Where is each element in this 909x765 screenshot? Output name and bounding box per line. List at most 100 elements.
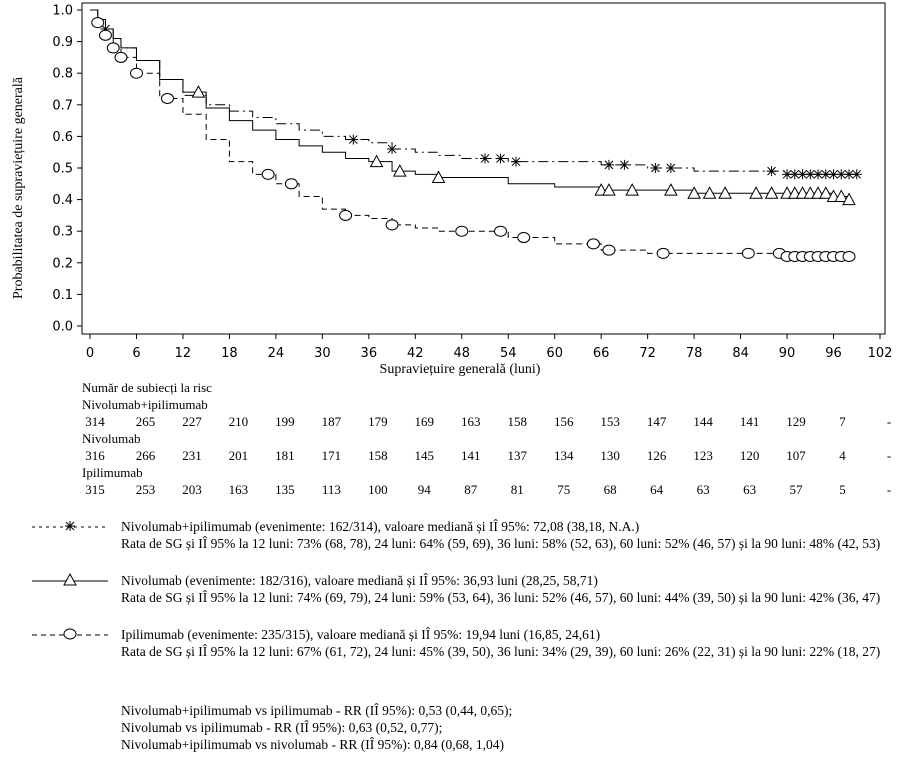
risk-count: 181	[275, 448, 295, 463]
y-tick-label: 0.1	[52, 288, 73, 303]
censor-mark	[114, 51, 128, 63]
censor-mark	[813, 169, 824, 180]
series-line	[90, 9, 850, 257]
risk-count: 231	[182, 448, 202, 463]
risk-count: 163	[461, 414, 481, 429]
risk-count: 316	[85, 448, 105, 463]
y-tick-label: 0.3	[52, 225, 73, 240]
y-tick-label: 0.7	[52, 98, 73, 113]
risk-count: 75	[557, 482, 571, 497]
x-tick-label: 90	[779, 346, 796, 361]
x-tick-label: 96	[825, 346, 842, 361]
x-tick-label: 54	[500, 346, 517, 361]
censor-mark	[842, 192, 856, 206]
risk-count: 5	[839, 482, 846, 497]
x-tick-label: 0	[86, 346, 94, 361]
risk-count: 171	[321, 448, 342, 463]
risk-count: -	[886, 482, 892, 497]
axes: 0 6 12 18 24 30 36 42 48 54 60 66 72 78 84 90 96 102 0.0 0.…	[52, 4, 892, 362]
y-tick-label: 0.4	[52, 193, 73, 208]
x-tick-label: 24	[268, 346, 285, 361]
hazard-ratio-line: Nivolumab vs ipilimumab - RR (IÎ 95%): 0…	[121, 720, 443, 735]
x-tick-label: 72	[639, 346, 656, 361]
censor-mark	[129, 67, 143, 79]
censor-mark	[387, 144, 398, 155]
censor-mark	[510, 156, 521, 167]
censor-mark	[741, 247, 755, 259]
x-tick-label: 48	[453, 346, 470, 361]
censor-mark	[392, 164, 407, 177]
risk-count: 63	[743, 482, 757, 497]
censor-mark	[820, 169, 831, 180]
risk-count: 57	[789, 482, 803, 497]
risk-count: 314	[85, 414, 105, 429]
risk-count: 158	[507, 414, 527, 429]
series-line	[90, 9, 857, 175]
risk-count: 153	[600, 414, 620, 429]
censor-mark	[91, 17, 105, 29]
censor-mark	[764, 186, 779, 199]
censor-mark	[191, 85, 206, 98]
censor-mark	[603, 159, 614, 170]
hazard-ratios: Nivolumab+ipilimumab vs ipilimumab - RR …	[121, 702, 512, 753]
y-tick-label: 0.2	[52, 256, 73, 271]
risk-count: -	[886, 414, 892, 429]
risk-group-name: Nivolumab	[82, 431, 141, 446]
censor-mark	[650, 163, 661, 173]
censor-mark	[834, 189, 849, 202]
censor-mark	[160, 92, 174, 104]
censor-mark	[495, 153, 506, 164]
risk-count: 210	[228, 414, 249, 429]
risk-count: 113	[321, 482, 341, 497]
risk-count: 64	[650, 482, 664, 497]
curves	[90, 9, 862, 262]
risk-count: 158	[368, 448, 388, 463]
asterisk-marker-icon	[32, 521, 108, 531]
risk-count: 144	[693, 414, 713, 429]
censor-mark	[702, 186, 717, 199]
censor-mark	[602, 244, 616, 256]
risk-count: 68	[603, 482, 617, 497]
km-chart: 0 6 12 18 24 30 36 42 48 54 60 66 72 78 84 90 96 102 0.0 0.…	[11, 2, 892, 377]
censor-mark	[517, 232, 531, 244]
censor-mark	[656, 247, 670, 259]
x-tick-label: 12	[175, 346, 192, 361]
series-line	[90, 9, 850, 200]
legend-text-line1: Ipilimumab (evenimente: 235/315), valoar…	[121, 627, 601, 642]
risk-count: 265	[135, 414, 156, 429]
x-tick-label: 78	[686, 346, 703, 361]
censor-mark	[602, 183, 616, 196]
x-tick-label: 42	[407, 346, 424, 361]
censor-mark	[348, 134, 359, 145]
risk-count: 145	[414, 448, 435, 463]
risk-count: 156	[553, 414, 574, 429]
censor-mark	[749, 186, 763, 199]
risk-count: 135	[275, 482, 295, 497]
censor-mark	[431, 170, 446, 183]
censor-mark	[369, 154, 384, 168]
censor-mark	[665, 163, 676, 173]
risk-count: 126	[646, 448, 667, 463]
censor-mark	[385, 219, 399, 231]
risk-count: 123	[693, 448, 713, 463]
risk-table-header: Număr de subiecți la risc	[82, 380, 212, 395]
y-tick-label: 0.5	[52, 162, 73, 177]
x-tick-label: 36	[361, 346, 378, 361]
censor-mark	[284, 178, 298, 190]
x-axis-label: Supraviețuire generală (luni)	[380, 362, 541, 377]
risk-count: 179	[368, 414, 388, 429]
risk-count: 107	[786, 448, 806, 463]
x-tick-label: 30	[314, 346, 331, 361]
censor-mark	[339, 209, 353, 221]
censor-mark	[261, 168, 275, 180]
legend-text-line2: Rata de SG și IÎ 95% la 12 luni: 74% (69…	[121, 590, 881, 605]
x-tick-label: 102	[868, 346, 893, 361]
risk-count: 129	[786, 414, 806, 429]
hazard-ratio-line: Nivolumab+ipilimumab vs ipilimumab - RR …	[121, 703, 513, 718]
y-tick-label: 0.9	[52, 35, 73, 50]
plot-frame	[81, 2, 886, 335]
risk-count: 199	[275, 414, 295, 429]
y-axis-label: Probabilitatea de supraviețuire generală	[11, 76, 26, 299]
hazard-ratio-line: Nivolumab+ipilimumab vs nivolumab - RR (…	[121, 737, 504, 752]
circle-marker-icon	[32, 628, 108, 640]
